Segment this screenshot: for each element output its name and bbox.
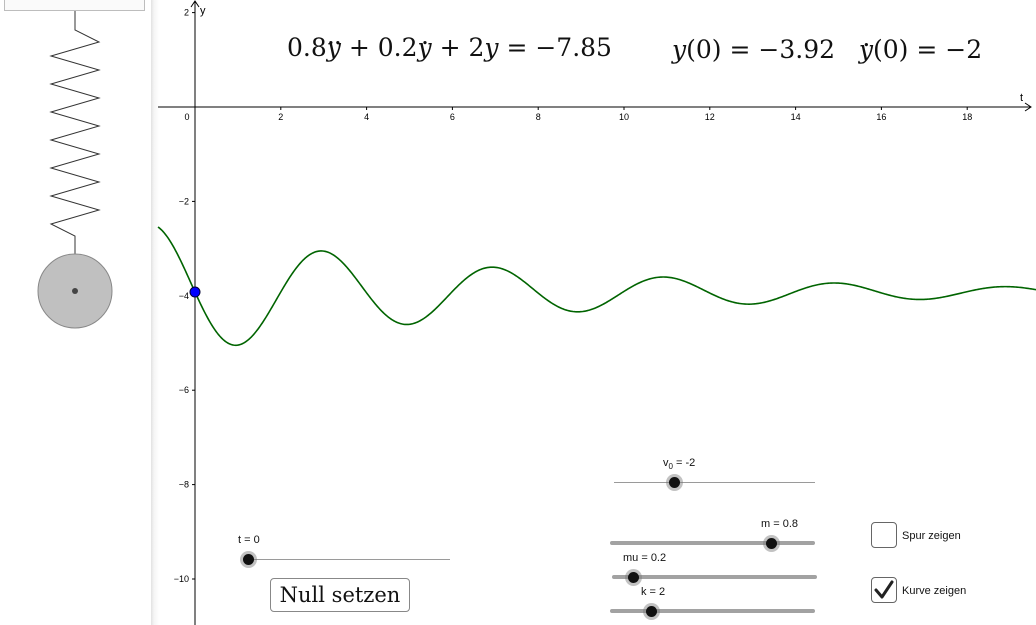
y-tick-label: −2 xyxy=(179,196,189,206)
x-tick-label: 0 xyxy=(184,112,189,122)
v0-value: = -2 xyxy=(672,457,696,469)
m-slider-track[interactable] xyxy=(610,541,815,545)
equation-m-coeff: 0.8 xyxy=(287,33,327,62)
current-position-point[interactable] xyxy=(189,286,201,298)
equation-mu-coeff: 0.2 xyxy=(377,33,418,62)
initial-velocity-value: −2 xyxy=(945,35,983,64)
y-tick-label: −10 xyxy=(174,574,189,584)
t-slider-label: t = 0 xyxy=(238,534,260,546)
reset-button[interactable]: Null setzen xyxy=(270,578,410,612)
differential-equation: 0.8y + 0.2y + 2y = −7.85 xyxy=(287,33,612,62)
k-slider-label: k = 2 xyxy=(641,586,666,598)
k-slider-track[interactable] xyxy=(610,609,815,613)
axes: t y 0 2 4 6 8 10 12 14 16 18 2 −2 −4 −6 −8 −10 xyxy=(158,0,1032,625)
curve-checkbox[interactable] xyxy=(871,577,897,603)
v0-slider-label: v0 = -2 xyxy=(663,457,695,471)
y-tick-label: −6 xyxy=(179,385,189,395)
m-slider-knob[interactable] xyxy=(766,538,777,549)
spring-coil xyxy=(49,11,101,254)
x-tick-label: 10 xyxy=(619,112,629,122)
y-tick-label: −8 xyxy=(179,480,189,490)
x-tick-label: 2 xyxy=(278,112,283,122)
equation-k-coeff: 2 xyxy=(468,33,485,62)
checkmark-icon xyxy=(874,580,894,599)
y-axis-label: y xyxy=(200,5,206,17)
k-slider-knob[interactable] xyxy=(646,606,657,617)
x-tick-label: 12 xyxy=(705,112,715,122)
x-tick-label: 6 xyxy=(450,112,455,122)
y-axis-arrow xyxy=(190,0,200,8)
v0-slider-track[interactable] xyxy=(614,482,815,483)
spring-anchor-box xyxy=(4,0,145,11)
x-tick-label: 16 xyxy=(876,112,886,122)
v0-subscript: 0 xyxy=(668,462,673,472)
initial-position-value: −3.92 xyxy=(758,35,836,64)
t-slider-knob[interactable] xyxy=(243,554,254,565)
t-slider-track[interactable] xyxy=(249,559,450,560)
x-axis-arrow xyxy=(1024,102,1032,112)
panel-divider[interactable] xyxy=(151,0,159,625)
mu-slider-track[interactable] xyxy=(612,575,817,579)
trace-checkbox-label[interactable]: Spur zeigen xyxy=(902,530,961,542)
x-axis-label: t xyxy=(1020,92,1023,104)
spring-mass-drawing xyxy=(37,11,113,329)
x-tick-label: 8 xyxy=(536,112,541,122)
m-slider-label: m = 0.8 xyxy=(761,518,798,530)
y-tick-label: −4 xyxy=(179,291,189,301)
mu-slider-knob[interactable] xyxy=(628,572,639,583)
x-tick-label: 14 xyxy=(791,112,801,122)
curve-checkbox-label[interactable]: Kurve zeigen xyxy=(902,585,967,597)
solution-curve[interactable] xyxy=(157,226,1036,347)
x-tick-label: 18 xyxy=(962,112,972,122)
v0-slider-knob[interactable] xyxy=(669,477,680,488)
initial-conditions: y(0) = −3.92 y(0) = −2 xyxy=(672,35,982,64)
mass-center-point xyxy=(72,288,78,294)
trace-checkbox[interactable] xyxy=(871,522,897,548)
equation-rhs: −7.85 xyxy=(535,33,612,62)
spring-panel xyxy=(0,0,152,625)
mu-slider-label: mu = 0.2 xyxy=(623,552,667,564)
x-tick-label: 4 xyxy=(364,112,369,122)
v0-name: v xyxy=(663,457,669,469)
y-tick-label: 2 xyxy=(184,8,189,18)
